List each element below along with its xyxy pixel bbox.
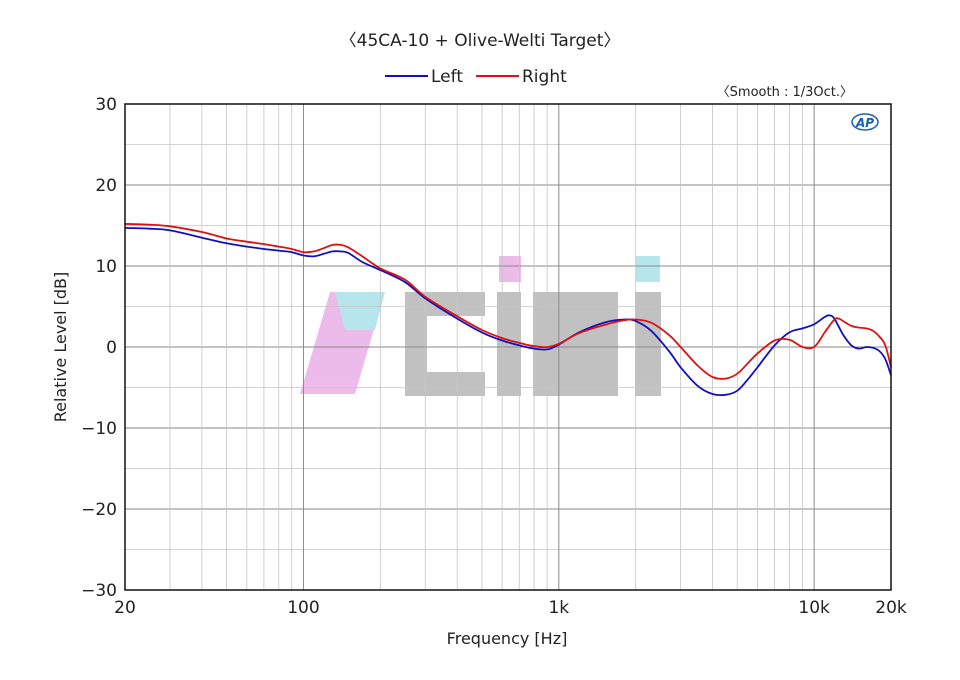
grid (124, 103, 892, 591)
smoothing-note: 〈Smooth : 1/3Oct.〉 (717, 85, 853, 100)
watermark-shape (636, 256, 660, 282)
legend-label-left: Left (431, 67, 463, 87)
watermark-shape (405, 292, 427, 396)
series-line-left (124, 227, 892, 397)
y-tick-label: 0 (106, 338, 117, 358)
y-tick-label: −10 (81, 419, 117, 439)
y-tick-label: 30 (95, 95, 117, 115)
x-tick-label: 100 (287, 598, 319, 618)
chart-title: 〈45CA-10 + Olive-Welti Target〉 (340, 31, 621, 51)
y-tick-labels: 30 20 10 0 −10 −20 −30 (81, 95, 117, 601)
ap-badge-text: AP (855, 116, 874, 130)
y-tick-label: −20 (81, 500, 117, 520)
y-axis-label: Relative Level [dB] (51, 272, 70, 423)
ap-badge-ring (851, 113, 879, 131)
plot-frame (124, 103, 892, 591)
x-tick-label: 20k (875, 598, 907, 618)
ap-badge: AP (851, 113, 879, 131)
watermark-logo (300, 256, 661, 396)
watermark-shape (335, 292, 385, 330)
x-tick-labels: 20 100 1k 10k 20k (114, 598, 907, 618)
watermark-shape (635, 292, 661, 396)
y-tick-label: 20 (95, 176, 117, 196)
x-tick-label: 1k (548, 598, 569, 618)
x-axis-label: Frequency [Hz] (447, 629, 568, 648)
legend: Left Right (385, 67, 567, 87)
curves (124, 223, 892, 397)
y-tick-label: −30 (81, 581, 117, 601)
watermark-shape (300, 292, 385, 394)
watermark-shape (533, 292, 618, 396)
legend-label-right: Right (522, 67, 567, 87)
watermark-shape (499, 256, 521, 282)
x-tick-label: 10k (798, 598, 830, 618)
series-line-right (124, 223, 892, 380)
watermark-shape (405, 372, 485, 396)
y-tick-label: 10 (95, 257, 117, 277)
x-tick-label: 20 (114, 598, 136, 618)
